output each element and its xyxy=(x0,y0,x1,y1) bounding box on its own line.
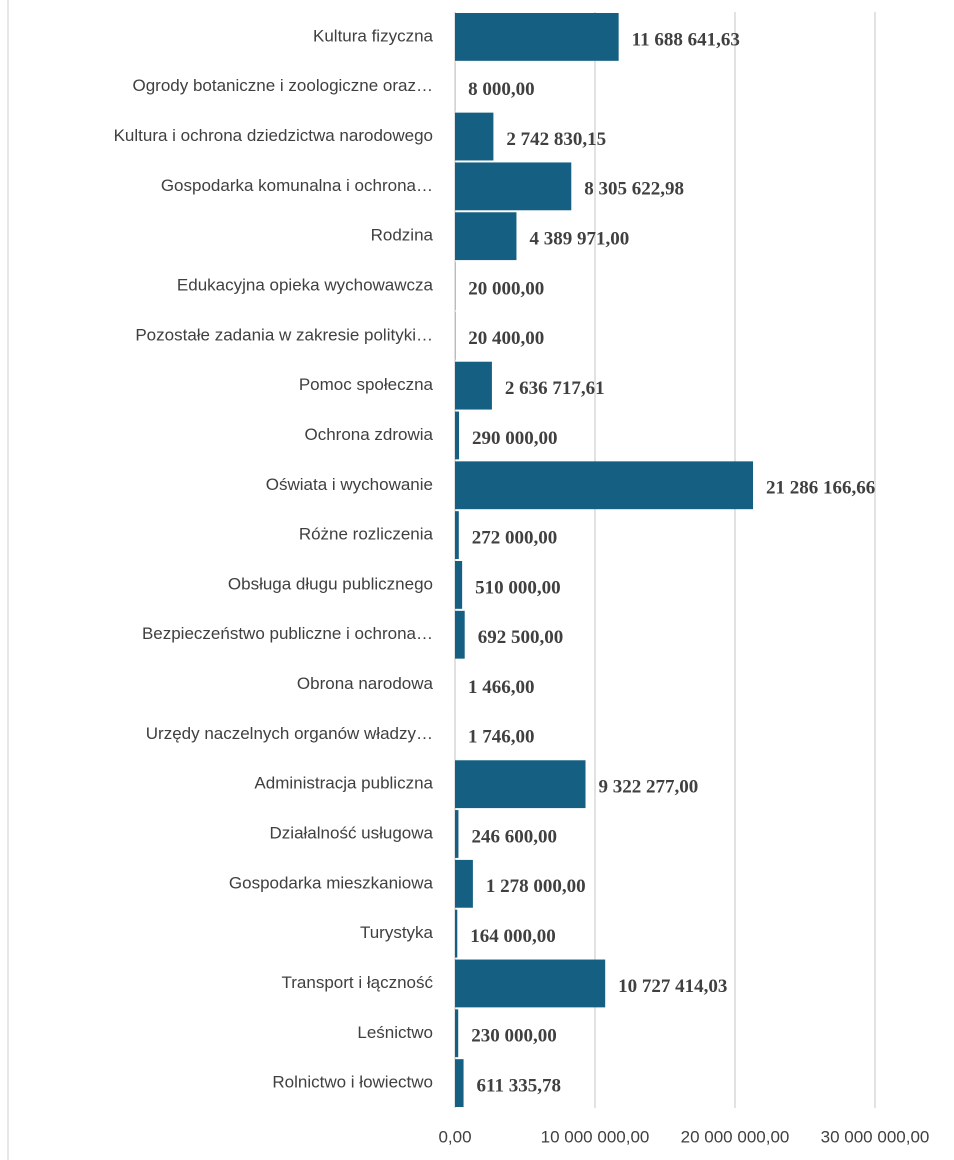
bar xyxy=(455,12,619,61)
data-label: 510 000,00 xyxy=(475,577,561,598)
bar xyxy=(455,1009,459,1058)
data-label: 11 688 641,63 xyxy=(632,29,740,50)
data-label: 272 000,00 xyxy=(472,527,557,548)
x-tick-label: 0,00 xyxy=(438,1127,471,1146)
y-tick-label: Bezpieczeństwo publiczne i ochrona… xyxy=(142,624,433,643)
data-label: 611 335,78 xyxy=(477,1075,561,1096)
bar xyxy=(455,760,586,809)
data-label: 20 400,00 xyxy=(468,328,544,349)
data-label: 8 000,00 xyxy=(468,79,535,100)
data-label: 2 742 830,15 xyxy=(506,129,606,150)
data-label: 692 500,00 xyxy=(478,627,564,648)
y-tick-label: Rolnictwo i łowiectwo xyxy=(272,1073,433,1092)
y-tick-label: Działalność usługowa xyxy=(270,823,434,842)
data-label: 246 600,00 xyxy=(471,826,557,847)
y-tick-label: Różne rozliczenia xyxy=(299,525,434,544)
y-tick-label: Urzędy naczelnych organów władzy… xyxy=(146,724,433,743)
bar xyxy=(455,1059,464,1108)
y-tick-label: Turystyka xyxy=(360,923,434,942)
bar xyxy=(455,461,754,510)
data-label: 1 746,00 xyxy=(468,727,534,748)
x-tick-label: 30 000 000,00 xyxy=(821,1127,930,1146)
data-label: 164 000,00 xyxy=(470,926,556,947)
data-label: 290 000,00 xyxy=(472,428,558,449)
bar xyxy=(455,411,460,460)
y-tick-label: Ogrody botaniczne i zoologiczne oraz… xyxy=(133,76,434,95)
data-label: 4 389 971,00 xyxy=(529,229,629,250)
y-tick-label: Gospodarka mieszkaniowa xyxy=(229,873,434,892)
bar xyxy=(455,610,465,659)
bar xyxy=(455,212,517,261)
y-tick-label: Ochrona zdrowia xyxy=(304,425,433,444)
data-label: 20 000,00 xyxy=(468,278,544,299)
bar xyxy=(455,959,606,1008)
data-label: 2 636 717,61 xyxy=(505,378,605,399)
bar xyxy=(455,361,492,410)
y-tick-label: Administracja publiczna xyxy=(254,774,433,793)
data-label: 10 727 414,03 xyxy=(618,976,727,997)
bar xyxy=(455,909,458,958)
y-tick-label: Transport i łączność xyxy=(282,973,434,992)
bar xyxy=(455,511,459,560)
y-tick-label: Kultura i ochrona dziedzictwa narodowego xyxy=(114,126,433,145)
bar xyxy=(455,810,459,858)
bar xyxy=(455,560,463,609)
y-tick-label: Rodzina xyxy=(371,226,434,245)
y-tick-label: Gospodarka komunalna i ochrona… xyxy=(161,176,433,195)
y-tick-label: Oświata i wychowanie xyxy=(266,475,433,494)
x-tick-label: 20 000 000,00 xyxy=(681,1127,790,1146)
y-tick-label: Edukacyjna opieka wychowawcza xyxy=(177,275,434,294)
y-tick-label: Pozostałe zadania w zakresie polityki… xyxy=(135,325,433,344)
y-tick-label: Kultura fizyczna xyxy=(313,26,434,45)
bar xyxy=(455,859,473,908)
y-tick-label: Obrona narodowa xyxy=(297,674,434,693)
x-tick-label: 10 000 000,00 xyxy=(541,1127,650,1146)
data-label: 9 322 277,00 xyxy=(599,777,699,798)
bar xyxy=(455,112,494,161)
data-label: 21 286 166,66 xyxy=(766,478,875,499)
y-tick-label: Pomoc społeczna xyxy=(299,375,434,394)
data-label: 1 278 000,00 xyxy=(486,876,586,897)
data-label: 1 466,00 xyxy=(468,677,534,698)
data-label: 8 305 622,98 xyxy=(584,179,684,200)
data-label: 230 000,00 xyxy=(471,1026,556,1047)
bar xyxy=(455,162,572,211)
y-tick-label: Obsługa długu publicznego xyxy=(228,574,433,593)
y-tick-label: Leśnictwo xyxy=(357,1023,433,1042)
